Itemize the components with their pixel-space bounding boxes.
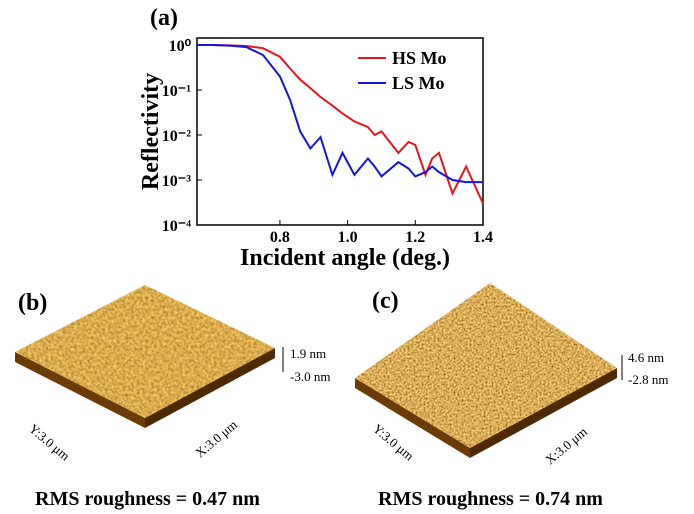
legend-label: HS Mo <box>392 48 447 68</box>
caption: RMS roughness = 0.47 nm <box>35 488 260 510</box>
chart-title: (a) <box>150 5 178 31</box>
z-min: -2.8 nm <box>628 372 668 387</box>
y-tick-label: 10⁻³ <box>162 173 191 190</box>
x-tick-label: 1.0 <box>338 229 358 246</box>
afm-surface <box>10 280 280 425</box>
y-axis-label: Y:3.0 μm <box>26 421 73 464</box>
z-min: -3.0 nm <box>290 369 330 384</box>
x-axis-label: Incident angle (deg.) <box>240 245 450 271</box>
panel-label: (c) <box>372 288 399 314</box>
figure: (b) 1.9 nm -3.0 nm Y:3.0 μm X:3.0 μm RMS… <box>0 0 694 514</box>
panel-label: (b) <box>18 290 47 316</box>
x-axis-label: X:3.0 μm <box>192 417 240 460</box>
z-max: 1.9 nm <box>290 346 326 361</box>
data-line <box>197 45 483 204</box>
y-tick-label: 10⁰ <box>169 38 192 55</box>
y-axis-label: Reflectivity <box>138 73 164 190</box>
legend-label: LS Mo <box>392 73 445 93</box>
caption: RMS roughness = 0.74 nm <box>378 488 603 510</box>
z-max: 4.6 nm <box>628 350 664 365</box>
x-tick-label: 0.8 <box>270 229 290 246</box>
x-tick-label: 1.4 <box>473 229 493 246</box>
y-axis-label: Y:3.0 μm <box>370 421 417 464</box>
y-tick-label: 10⁻² <box>162 128 191 145</box>
x-tick-label: 1.2 <box>405 229 425 246</box>
y-tick-label: 10⁻¹ <box>162 83 191 100</box>
y-tick-label: 10⁻⁴ <box>162 218 191 235</box>
x-axis-label: X:3.0 μm <box>542 424 590 467</box>
